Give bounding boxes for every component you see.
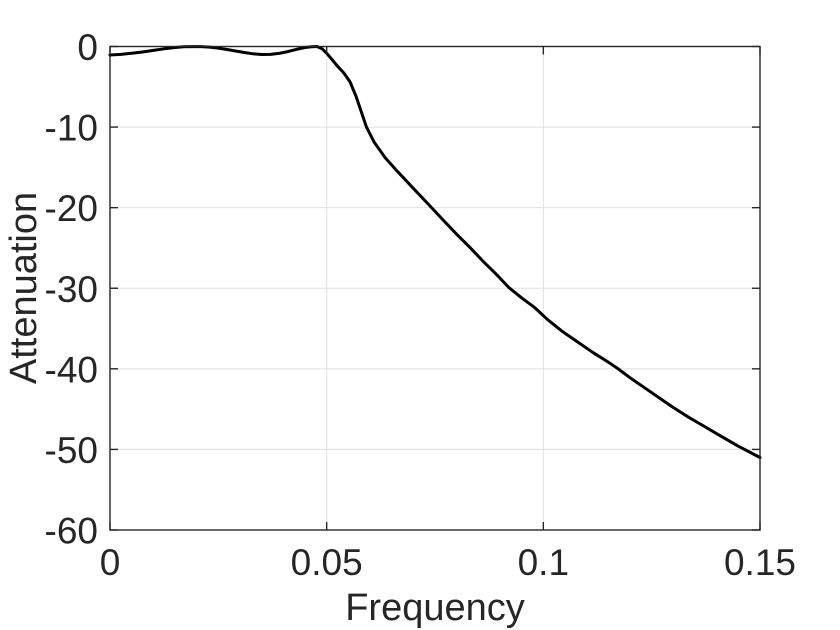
- y-axis-label: Attenuation: [3, 191, 45, 385]
- y-tick-label: -20: [45, 188, 98, 229]
- x-tick-label: 0.1: [518, 542, 569, 583]
- x-axis-label: Frequency: [345, 587, 525, 629]
- y-tick-label: -10: [45, 108, 98, 149]
- x-tick-label: 0.05: [291, 542, 363, 583]
- y-tick-label: -40: [45, 349, 98, 390]
- y-tick-label: -60: [45, 511, 98, 552]
- y-tick-label: 0: [77, 27, 98, 68]
- y-tick-label: -30: [45, 269, 98, 310]
- series-line-attenuation-response: [108, 45, 762, 459]
- y-tick-label: -50: [45, 430, 98, 471]
- x-tick-label: 0.15: [724, 542, 796, 583]
- x-tick-label: 0: [100, 542, 121, 583]
